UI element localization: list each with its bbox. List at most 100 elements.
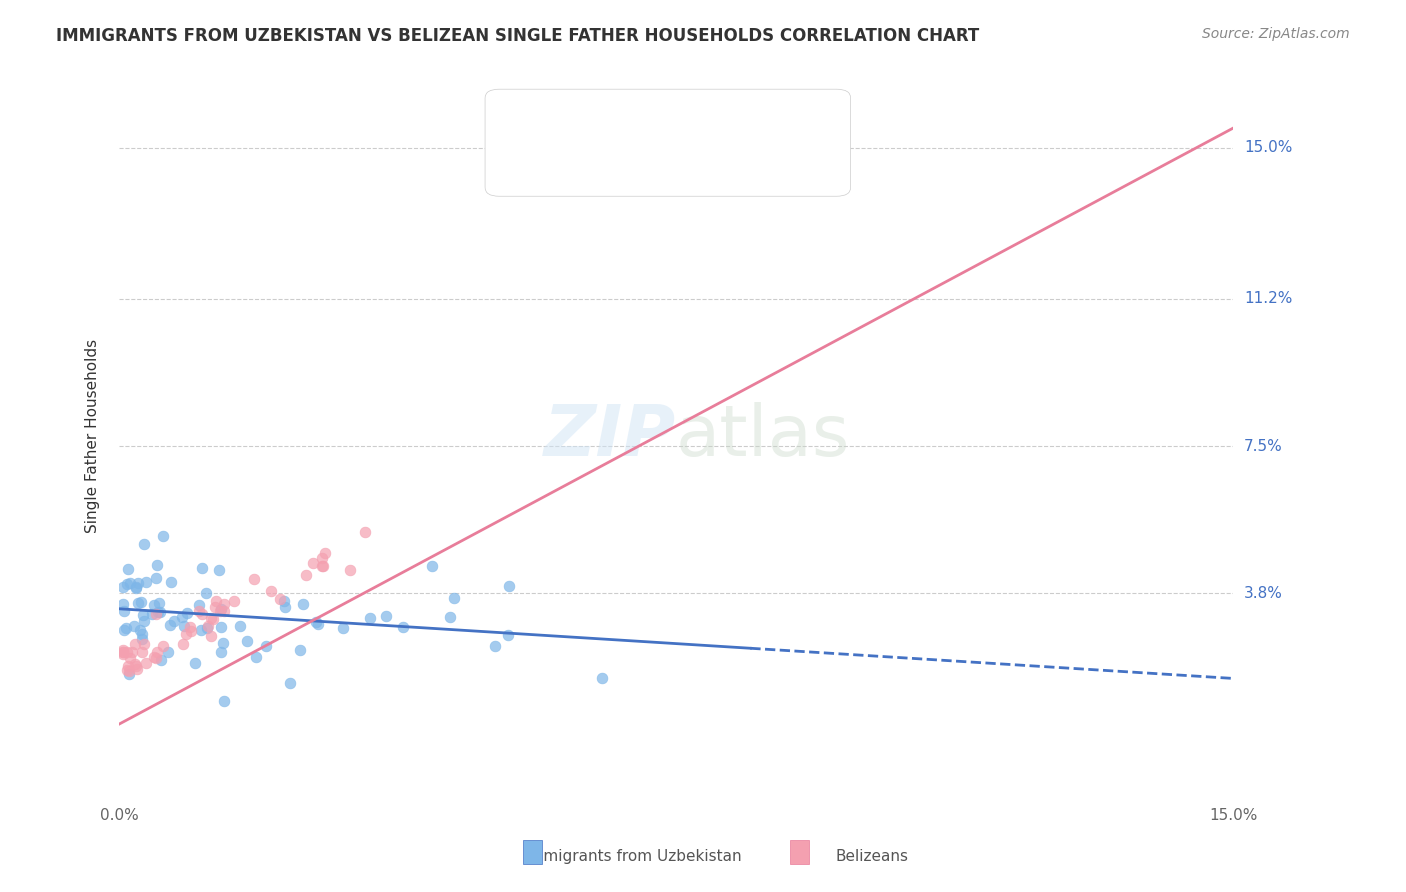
Point <box>312 558 335 573</box>
Point <box>172 637 194 651</box>
Point <box>163 615 186 629</box>
Point <box>131 595 153 609</box>
Point <box>157 645 180 659</box>
Point <box>209 602 232 616</box>
Point <box>112 604 135 618</box>
Point <box>254 639 277 653</box>
Point <box>143 598 166 612</box>
Point <box>145 607 167 621</box>
Point <box>304 615 326 630</box>
Point <box>118 651 141 665</box>
Point <box>195 621 218 635</box>
Point <box>115 577 138 591</box>
Point <box>209 645 232 659</box>
Point <box>191 607 214 621</box>
Point <box>269 591 291 606</box>
Point <box>131 645 153 659</box>
Text: Source: ZipAtlas.com: Source: ZipAtlas.com <box>1202 27 1350 41</box>
Point <box>498 579 520 593</box>
Point <box>200 610 222 624</box>
Point <box>208 563 231 577</box>
Point <box>120 575 142 590</box>
Point <box>173 619 195 633</box>
Point <box>311 550 333 565</box>
Point <box>443 591 465 605</box>
Point <box>190 623 212 637</box>
Point <box>332 621 354 635</box>
Point <box>204 599 226 614</box>
Text: 0.808: 0.808 <box>591 147 648 165</box>
Point <box>200 629 222 643</box>
Point <box>124 657 146 672</box>
Point <box>146 645 169 659</box>
Point <box>359 611 381 625</box>
Point <box>245 649 267 664</box>
Point <box>117 658 139 673</box>
Point <box>145 650 167 665</box>
Point <box>259 584 281 599</box>
Point <box>111 643 134 657</box>
Point <box>273 594 295 608</box>
Point <box>187 604 209 618</box>
Point <box>111 597 134 611</box>
Text: Immigrants from Uzbekistan: Immigrants from Uzbekistan <box>524 849 741 863</box>
Point <box>131 632 153 647</box>
Point <box>118 667 141 681</box>
Point <box>224 593 246 607</box>
Point <box>159 617 181 632</box>
Point <box>179 620 201 634</box>
Point <box>117 562 139 576</box>
Point <box>112 623 135 637</box>
Point <box>208 604 231 618</box>
Point <box>115 664 138 678</box>
Point <box>128 623 150 637</box>
Text: IMMIGRANTS FROM UZBEKISTAN VS BELIZEAN SINGLE FATHER HOUSEHOLDS CORRELATION CHAR: IMMIGRANTS FROM UZBEKISTAN VS BELIZEAN S… <box>56 27 980 45</box>
Point <box>141 607 163 622</box>
Point <box>209 620 232 634</box>
Point <box>274 600 297 615</box>
Point <box>302 557 325 571</box>
Point <box>214 694 236 708</box>
Text: atlas: atlas <box>676 401 851 471</box>
Point <box>131 627 153 641</box>
Text: 15.0%: 15.0% <box>1244 141 1292 155</box>
Point <box>117 645 139 659</box>
Point <box>212 597 235 611</box>
Point <box>135 657 157 671</box>
Point <box>292 598 315 612</box>
Point <box>280 676 302 690</box>
Point <box>114 621 136 635</box>
Point <box>111 647 134 661</box>
Point <box>439 609 461 624</box>
Point <box>148 605 170 619</box>
Point <box>375 609 398 624</box>
Point <box>132 637 155 651</box>
Text: R =: R = <box>553 147 592 165</box>
Point <box>127 662 149 676</box>
Point <box>124 637 146 651</box>
Point <box>202 612 225 626</box>
Text: ZIP: ZIP <box>544 401 676 471</box>
Point <box>191 560 214 574</box>
Point <box>149 653 172 667</box>
Point <box>314 546 336 560</box>
Point <box>148 596 170 610</box>
Point <box>496 628 519 642</box>
Point <box>295 568 318 582</box>
Point <box>111 580 134 594</box>
Point <box>132 614 155 628</box>
Point <box>195 585 218 599</box>
Text: 11.2%: 11.2% <box>1244 292 1292 307</box>
Point <box>127 596 149 610</box>
Text: N =: N = <box>657 147 696 165</box>
Point <box>117 665 139 679</box>
Point <box>125 581 148 595</box>
Point <box>145 571 167 585</box>
Point <box>591 671 613 685</box>
Point <box>160 575 183 590</box>
Point <box>142 649 165 664</box>
Text: 49: 49 <box>692 147 717 165</box>
Point <box>170 609 193 624</box>
Point <box>392 620 415 634</box>
Point <box>176 606 198 620</box>
